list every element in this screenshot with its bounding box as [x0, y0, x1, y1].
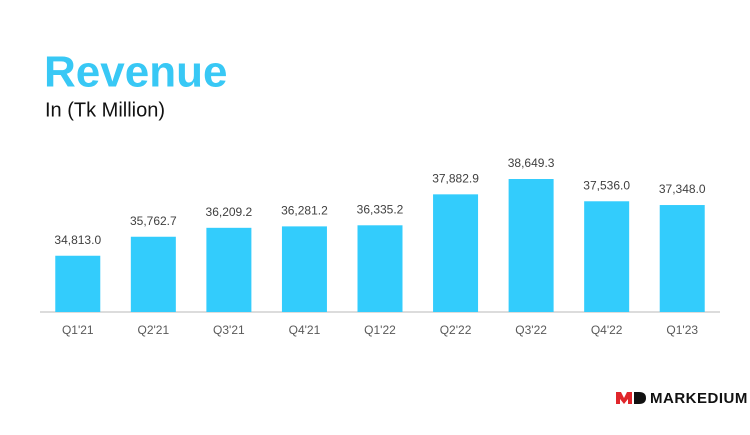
bar — [584, 201, 630, 312]
bar — [659, 205, 705, 312]
bar — [206, 227, 252, 312]
data-label: 34,813.0 — [54, 233, 101, 247]
brand-name: MARKEDIUM — [650, 390, 748, 407]
bar — [433, 194, 479, 312]
chart-subtitle: In (Tk Million) — [45, 99, 165, 121]
data-label: 36,281.2 — [281, 204, 328, 218]
data-label: 37,348.0 — [659, 182, 706, 196]
bar — [508, 179, 554, 312]
bar — [281, 226, 327, 312]
x-tick-label: Q3'22 — [515, 323, 547, 337]
bar — [130, 236, 176, 312]
data-label: 35,762.7 — [130, 214, 177, 228]
x-tick-label: Q4'21 — [289, 323, 321, 337]
x-tick-label: Q2'22 — [440, 323, 472, 337]
x-tick-label: Q3'21 — [213, 323, 245, 337]
bar — [357, 225, 403, 312]
x-tick-label: Q4'22 — [591, 323, 623, 337]
x-tick-label: Q2'21 — [138, 323, 170, 337]
x-tick-label: Q1'22 — [364, 323, 396, 337]
logo-d — [634, 392, 646, 404]
data-label: 37,882.9 — [432, 172, 479, 186]
data-label: 37,536.0 — [583, 178, 630, 192]
bar — [55, 255, 101, 312]
x-tick-label: Q1'23 — [666, 323, 698, 337]
data-label: 36,335.2 — [357, 202, 404, 216]
logo-m — [616, 392, 632, 404]
data-label: 38,649.3 — [508, 156, 555, 170]
data-label: 36,209.2 — [206, 205, 253, 219]
x-tick-label: Q1'21 — [62, 323, 94, 337]
chart-title: Revenue — [44, 48, 227, 97]
brand-logo — [616, 392, 646, 404]
